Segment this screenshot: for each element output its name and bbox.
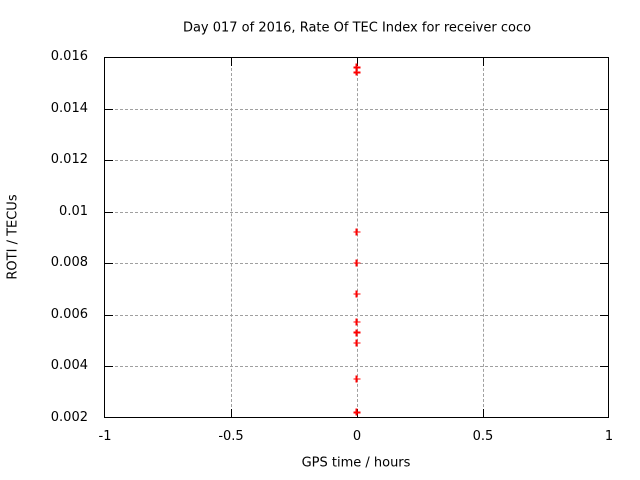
x-tick-top (231, 57, 232, 66)
y-tick-label: 0.008 (50, 255, 88, 270)
x-tick-label: 1 (604, 429, 614, 444)
x-tick-top (357, 57, 358, 66)
y-gridline (105, 160, 608, 161)
y-tick-label: 0.002 (50, 410, 88, 425)
x-tick-top (483, 57, 484, 66)
plot-area (104, 57, 609, 418)
y-tick-label: 0.004 (50, 358, 88, 373)
x-tick-label: -0.5 (218, 429, 244, 444)
x-gridline (357, 57, 358, 417)
y-gridline (105, 366, 608, 367)
y-gridline (105, 315, 608, 316)
y-gridline (105, 109, 608, 110)
x-tick-bottom (231, 409, 232, 417)
y-tick-label: 0.012 (50, 152, 88, 167)
y-tick-left (105, 212, 113, 213)
x-axis-label: GPS time / hours (301, 455, 411, 471)
y-tick-right (600, 366, 608, 367)
y-tick-label: 0.006 (50, 307, 88, 322)
y-tick-label: 0.01 (59, 204, 88, 219)
y-tick-right (600, 212, 608, 213)
x-tick-label: -1 (98, 429, 112, 444)
y-tick-left (105, 315, 113, 316)
data-point-marker (353, 329, 360, 337)
data-point-marker (353, 339, 360, 347)
y-tick-label: 0.016 (50, 49, 88, 64)
data-point-marker (353, 68, 360, 76)
data-point-marker (353, 408, 360, 416)
data-point-marker (353, 259, 360, 267)
data-point-marker (353, 63, 360, 71)
x-gridline (483, 57, 484, 417)
y-tick-left (105, 109, 113, 110)
data-point-marker (353, 290, 360, 298)
y-gridline (105, 212, 608, 213)
y-tick-left (105, 160, 113, 161)
data-point-marker (353, 318, 360, 326)
y-tick-right (600, 315, 608, 316)
x-gridline (231, 57, 232, 417)
data-point-marker (353, 228, 360, 236)
x-tick-label: 0 (352, 429, 362, 444)
y-tick-left (105, 366, 113, 367)
x-tick-label: 0.5 (472, 429, 494, 444)
y-tick-right (600, 160, 608, 161)
y-tick-right (600, 109, 608, 110)
y-tick-label: 0.014 (50, 101, 88, 116)
y-tick-left (105, 263, 113, 264)
x-tick-bottom (483, 409, 484, 417)
data-point-marker (353, 375, 360, 383)
y-tick-right (600, 263, 608, 264)
chart-title: Day 017 of 2016, Rate Of TEC Index for r… (182, 20, 532, 36)
